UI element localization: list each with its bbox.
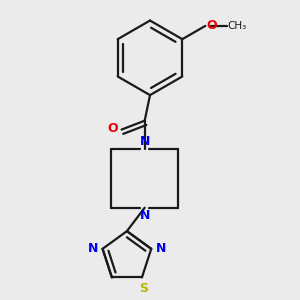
Text: N: N [155,242,166,255]
Text: N: N [88,242,98,255]
Text: O: O [207,20,218,32]
Text: N: N [140,135,150,148]
Text: S: S [140,282,148,295]
Text: CH₃: CH₃ [228,21,247,31]
Text: O: O [107,122,118,135]
Text: N: N [140,209,150,222]
